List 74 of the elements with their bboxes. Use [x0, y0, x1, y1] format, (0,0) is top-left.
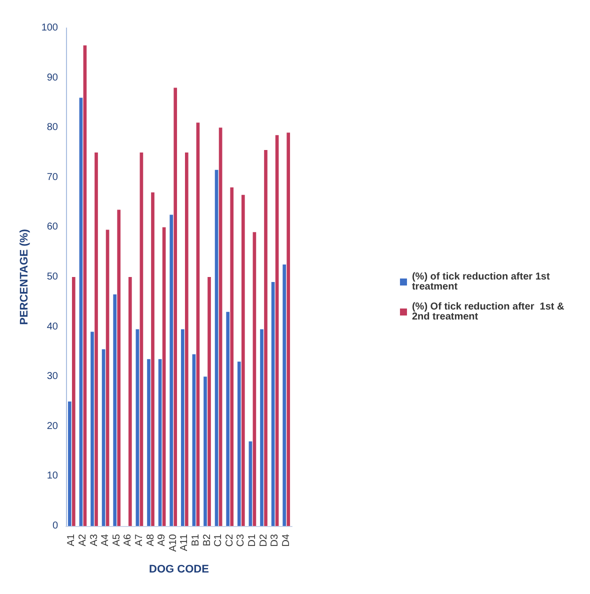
bar: [218, 128, 222, 526]
x-tick-label: A6: [122, 534, 134, 546]
y-tick-label: 80: [46, 122, 58, 134]
bar: [241, 194, 245, 526]
bar: [170, 214, 174, 526]
bar: [83, 45, 87, 526]
x-tick-label: D4: [280, 534, 292, 547]
x-tick-label: A8: [145, 534, 156, 546]
y-tick-label: 0: [52, 520, 58, 532]
x-tick-label: A9: [156, 534, 168, 546]
y-tick-label: 30: [46, 371, 58, 382]
bar: [248, 441, 252, 526]
bar: [94, 152, 98, 526]
bar: [68, 402, 72, 526]
bar: [158, 359, 162, 526]
bar: [286, 132, 290, 526]
y-tick-label: 100: [41, 22, 58, 34]
bar: [162, 227, 166, 526]
x-tick-label: A2: [77, 534, 88, 546]
x-tick-label: D3: [270, 534, 281, 547]
legend-label: (%) of tick reduction after 1st treatment: [412, 272, 553, 292]
y-tick-label: 50: [46, 272, 58, 282]
x-tick-label: A4: [100, 534, 112, 546]
x-tick-label: C2: [224, 534, 236, 547]
bar: [174, 88, 178, 526]
x-tick-label: A3: [88, 534, 100, 546]
bar: [230, 187, 234, 526]
bar: [147, 359, 150, 526]
x-tick-label: D1: [246, 534, 258, 547]
bar: [151, 192, 154, 526]
x-tick-label: A7: [134, 534, 145, 546]
bar: [102, 349, 106, 526]
bar: [275, 135, 279, 526]
y-tick-label: 20: [46, 420, 58, 432]
bar: [90, 332, 94, 526]
x-axis-title: DOG CODE: [149, 564, 209, 576]
bar: [136, 329, 140, 526]
x-tick-label: A5: [111, 534, 122, 546]
bar: [79, 98, 83, 526]
bar: [237, 362, 241, 526]
legend-label: (%) Of tick reduction after 1st & 2nd treatment: [412, 302, 568, 322]
bar: [204, 376, 207, 526]
x-tick-label: B2: [202, 534, 213, 546]
bar: [72, 277, 76, 526]
bar: [128, 277, 132, 526]
bar: [252, 232, 256, 526]
x-tick-label: A1: [66, 534, 78, 546]
y-tick-label: 60: [46, 222, 58, 233]
y-tick-label: 70: [46, 172, 58, 183]
bar: [208, 277, 211, 526]
x-tick-label: A10: [168, 534, 179, 552]
y-tick-label: 10: [46, 470, 58, 482]
bar: [264, 150, 268, 526]
bar: [106, 230, 110, 526]
x-tick-label: C1: [213, 534, 224, 547]
bar: [117, 210, 121, 526]
y-tick-label: 40: [46, 321, 58, 332]
bar: [196, 122, 200, 526]
x-tick-label: A11: [179, 534, 190, 552]
bar: [140, 152, 144, 526]
x-tick-label: B1: [190, 534, 202, 546]
bar: [180, 329, 184, 526]
y-axis-title: PERCENTAGE (%): [18, 228, 30, 325]
x-tick-label: C3: [236, 534, 247, 547]
bar: [271, 282, 275, 526]
bar: [184, 152, 188, 526]
bar: [192, 354, 196, 526]
y-tick-label: 90: [46, 72, 58, 84]
bar: [260, 329, 264, 526]
x-tick-label: D2: [258, 534, 270, 547]
bar: [282, 264, 286, 526]
bar: [226, 312, 230, 526]
bar: [113, 294, 117, 526]
bar: [214, 170, 218, 526]
